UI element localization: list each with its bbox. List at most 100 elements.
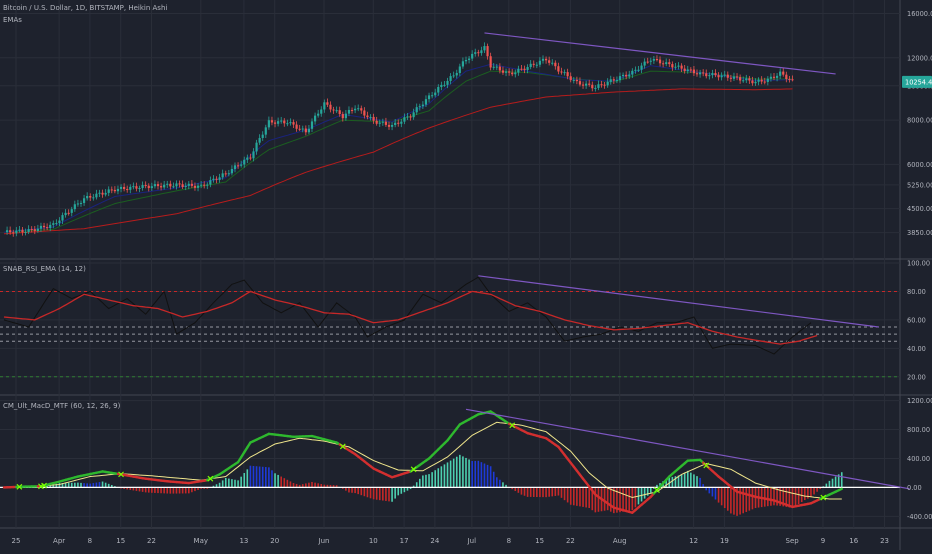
macd-histogram-bar	[160, 487, 162, 493]
macd-histogram-bar	[308, 483, 310, 488]
macd-histogram-bar	[453, 459, 455, 488]
macd-histogram-bar	[595, 487, 597, 512]
time-axis-label: 8	[507, 537, 511, 545]
candle-body	[708, 75, 710, 76]
candle-body	[527, 67, 529, 70]
macd-line-segment	[839, 489, 842, 490]
candle-body	[496, 67, 498, 68]
candle-body	[363, 110, 365, 115]
macd-histogram-bar	[459, 455, 461, 488]
macd-histogram-bar	[437, 468, 439, 487]
candle-body	[696, 73, 698, 74]
candle-body	[576, 80, 578, 81]
macd-histogram-bar	[280, 477, 282, 488]
candle-body	[311, 121, 313, 128]
candle-body	[6, 230, 8, 232]
macd-histogram-bar	[71, 483, 73, 488]
macd-histogram-bar	[718, 487, 720, 502]
candle-body	[597, 84, 599, 88]
time-axis-label: Jul	[467, 537, 477, 545]
price-axis-label: 4500.00	[907, 205, 932, 213]
candle-body	[751, 80, 753, 83]
rsi-axis-label: 100.00	[907, 260, 930, 268]
price-axis-label: 8000.00	[907, 117, 932, 125]
candle-body	[702, 72, 704, 73]
candle-body	[243, 160, 245, 165]
candle-body	[89, 196, 91, 198]
candle-body	[570, 76, 572, 80]
candle-body	[406, 116, 408, 117]
macd-histogram-bar	[576, 487, 578, 505]
macd-histogram-bar	[314, 483, 316, 488]
candle-body	[277, 121, 279, 124]
macd-histogram-bar	[376, 487, 378, 499]
candle-body	[394, 123, 396, 125]
candle-body	[376, 121, 378, 124]
candle-body	[92, 197, 94, 198]
macd-histogram-bar	[382, 487, 384, 500]
candle-body	[240, 165, 242, 166]
candle-body	[360, 108, 362, 110]
candle-body	[157, 184, 159, 186]
macd-histogram-bar	[573, 487, 575, 505]
candle-body	[714, 73, 716, 75]
macd-histogram-bar	[481, 462, 483, 487]
rsi-axis-label: 20.00	[907, 373, 926, 381]
candle-body	[659, 60, 661, 64]
time-axis-label: 16	[849, 537, 858, 545]
macd-histogram-bar	[709, 487, 711, 493]
macd-histogram-bar	[277, 475, 279, 487]
macd-histogram-bar	[564, 487, 566, 500]
time-axis-label: 13	[239, 537, 248, 545]
macd-histogram-bar	[521, 487, 523, 494]
macd-histogram-bar	[518, 487, 520, 492]
candle-body	[379, 123, 381, 124]
candle-body	[265, 127, 267, 134]
candle-body	[228, 173, 230, 174]
macd-histogram-bar	[841, 472, 843, 487]
time-axis-label: 24	[430, 537, 439, 545]
candle-body	[422, 105, 424, 107]
candle-body	[43, 226, 45, 227]
candle-body	[548, 60, 550, 63]
candle-body	[499, 67, 501, 71]
candle-body	[739, 77, 741, 80]
candle-body	[351, 110, 353, 111]
candle-body	[326, 102, 328, 104]
macd-histogram-bar	[434, 470, 436, 487]
macd-histogram-bar	[422, 475, 424, 487]
candle-body	[40, 226, 42, 229]
time-axis-label: 9	[821, 537, 825, 545]
candle-body	[268, 120, 270, 127]
candle-body	[721, 75, 723, 77]
candle-body	[296, 125, 298, 129]
macd-histogram-bar	[234, 480, 236, 488]
macd-histogram-bar	[471, 461, 473, 487]
candle-body	[262, 135, 264, 138]
macd-histogram-bar	[721, 487, 723, 505]
candle-body	[468, 59, 470, 60]
candle-body	[554, 63, 556, 66]
macd-histogram-bar	[644, 487, 646, 498]
macd-histogram-bar	[687, 471, 689, 488]
time-axis-label: Aug	[613, 537, 627, 545]
candle-body	[736, 77, 738, 78]
candle-body	[579, 81, 581, 84]
time-axis-label: 22	[147, 537, 156, 545]
candle-body	[154, 184, 156, 186]
macd-histogram-bar	[804, 487, 806, 500]
candle-body	[705, 73, 707, 76]
macd-histogram-bar	[742, 487, 744, 513]
macd-histogram-bar	[598, 487, 600, 511]
macd-histogram-bar	[416, 482, 418, 487]
macd-histogram-bar	[490, 466, 492, 487]
macd-histogram-bar	[764, 487, 766, 506]
candle-body	[453, 75, 455, 76]
macd-histogram-bar	[536, 487, 538, 497]
macd-histogram-bar	[810, 487, 812, 497]
candle-body	[761, 80, 763, 82]
macd-histogram-bar	[610, 487, 612, 511]
macd-histogram-bar	[524, 487, 526, 495]
candle-body	[37, 229, 39, 231]
